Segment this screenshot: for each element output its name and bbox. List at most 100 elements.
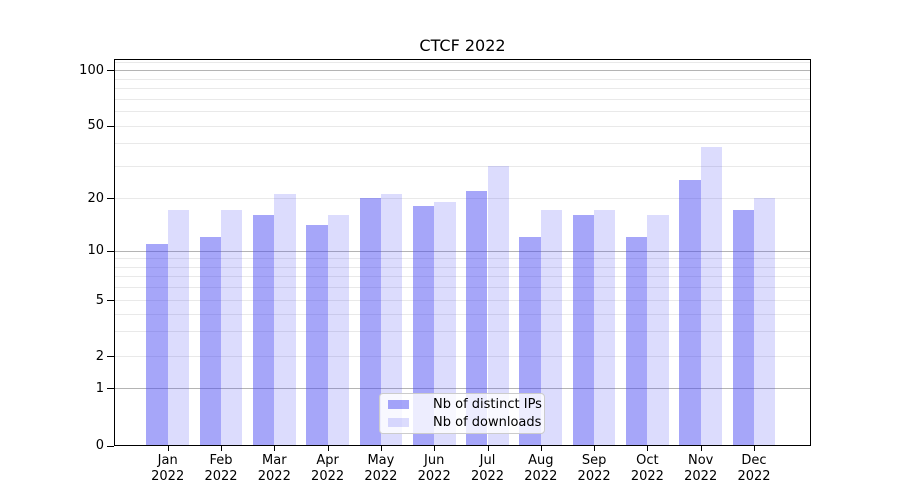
x-tick-mark-dec (754, 446, 755, 451)
x-tick-label-oct: Oct (636, 453, 659, 468)
y-gridline-minor-90 (114, 78, 811, 80)
x-tick-label-apr-year: 2022 (311, 469, 345, 484)
y-gridline-minor-3 (114, 331, 811, 333)
y-gridline-minor-4 (114, 313, 811, 315)
x-tick-mark-may (380, 446, 382, 451)
legend-swatch-distinct-ips (388, 400, 409, 409)
bar-sep-downloads (594, 210, 616, 445)
bar-feb-distinct-ips (199, 236, 221, 445)
bar-jun-distinct-ips (412, 206, 435, 445)
y-tick-label-5: 5 (95, 292, 104, 308)
x-tick-label-aug: Aug (528, 453, 554, 468)
x-tick-label-jun-year: 2022 (417, 469, 451, 484)
y-gridline-minor-80 (114, 87, 811, 89)
x-tick-label-dec-year: 2022 (737, 469, 771, 484)
bar-jul-distinct-ips (466, 190, 488, 445)
y-gridline-minor-8 (114, 266, 811, 268)
bar-oct-downloads (647, 215, 669, 445)
y-tick-label-50: 50 (87, 118, 104, 134)
bar-aug-distinct-ips (519, 236, 541, 445)
x-tick-mark-mar (274, 446, 276, 451)
bar-may-downloads (380, 194, 403, 445)
legend-item-downloads: Nb of downloads (388, 415, 541, 430)
y-tick-label-1: 1 (95, 380, 104, 396)
y-gridline-5 (114, 300, 811, 301)
y-tick-label-2: 2 (95, 348, 104, 364)
x-tick-label-nov: Nov (688, 453, 714, 468)
x-tick-mark-feb (221, 446, 222, 451)
x-tick-mark-nov (700, 446, 702, 451)
y-gridline-1 (114, 388, 811, 390)
x-tick-label-sep-year: 2022 (577, 469, 611, 484)
legend-label-distinct-ips: Nb of distinct IPs (433, 396, 542, 412)
y-tick-mark-20 (107, 198, 114, 199)
x-tick-mark-jun (434, 446, 436, 451)
chart-title: CTCF 2022 (419, 36, 506, 55)
y-gridline-minor-7 (114, 276, 811, 278)
x-tick-label-sep: Sep (581, 453, 607, 468)
y-tick-label-10: 10 (87, 243, 104, 259)
y-gridline-minor-9 (114, 258, 811, 260)
legend-swatch-downloads (388, 418, 409, 427)
y-gridline-minor-110 (114, 62, 811, 64)
x-tick-label-jul-year: 2022 (470, 469, 505, 484)
x-tick-label-feb-year: 2022 (204, 469, 238, 484)
x-tick-label-apr: Apr (316, 453, 339, 468)
x-tick-mark-oct (647, 446, 649, 451)
y-gridline-20 (114, 198, 811, 199)
y-gridline-minor-30 (114, 166, 811, 167)
x-tick-mark-jan (167, 446, 169, 451)
x-tick-label-may-year: 2022 (364, 469, 398, 484)
bar-mar-distinct-ips (252, 215, 275, 445)
y-gridline-minor-6 (114, 287, 811, 288)
x-tick-label-jan-year: 2022 (151, 469, 185, 484)
legend: Nb of distinct IPs Nb of downloads (379, 393, 545, 434)
bar-dec-distinct-ips (732, 210, 754, 445)
y-gridline-50 (114, 125, 811, 127)
y-gridline-10 (114, 250, 811, 252)
y-tick-mark-5 (107, 300, 114, 301)
legend-item-distinct-ips: Nb of distinct IPs (388, 397, 542, 412)
bar-dec-downloads (754, 198, 776, 445)
y-tick-mark-10 (107, 250, 114, 252)
bar-jul-downloads (487, 166, 509, 445)
bar-jan-distinct-ips (146, 243, 168, 445)
x-tick-label-mar-year: 2022 (257, 469, 291, 484)
y-tick-label-100: 100 (79, 62, 104, 78)
y-tick-mark-100 (107, 70, 114, 71)
x-tick-label-dec: Dec (741, 453, 767, 468)
x-tick-label-aug-year: 2022 (524, 469, 558, 484)
y-gridline-minor-40 (114, 143, 811, 145)
x-tick-label-jul: Jul (479, 453, 496, 468)
y-tick-mark-2 (107, 356, 114, 357)
x-tick-label-mar: Mar (262, 453, 287, 468)
bar-sep-distinct-ips (572, 215, 595, 445)
bar-feb-downloads (221, 210, 243, 445)
y-tick-label-20: 20 (87, 190, 104, 206)
x-tick-mark-apr (327, 446, 329, 451)
bar-apr-downloads (327, 215, 349, 445)
bar-nov-downloads (700, 147, 723, 445)
bar-oct-distinct-ips (626, 236, 648, 445)
x-tick-mark-jul (487, 446, 489, 451)
bar-apr-distinct-ips (306, 225, 328, 445)
x-tick-label-jun: Jun (424, 453, 445, 468)
y-gridline-100 (114, 70, 811, 71)
bar-jan-downloads (167, 210, 190, 445)
x-tick-mark-sep (594, 446, 596, 451)
x-tick-label-jan: Jan (157, 453, 178, 468)
bar-may-distinct-ips (359, 198, 381, 445)
x-tick-label-feb: Feb (209, 453, 233, 468)
y-tick-mark-1 (107, 388, 114, 390)
bar-aug-downloads (540, 210, 563, 445)
x-tick-label-may: May (367, 453, 395, 468)
y-tick-label-0: 0 (95, 438, 104, 454)
bar-nov-distinct-ips (679, 180, 701, 445)
y-gridline-minor-60 (114, 111, 811, 112)
x-tick-mark-aug (540, 446, 542, 451)
bar-jun-downloads (434, 201, 456, 445)
y-tick-mark-0 (107, 445, 114, 447)
y-gridline-2 (114, 356, 811, 357)
x-tick-label-nov-year: 2022 (684, 469, 718, 484)
